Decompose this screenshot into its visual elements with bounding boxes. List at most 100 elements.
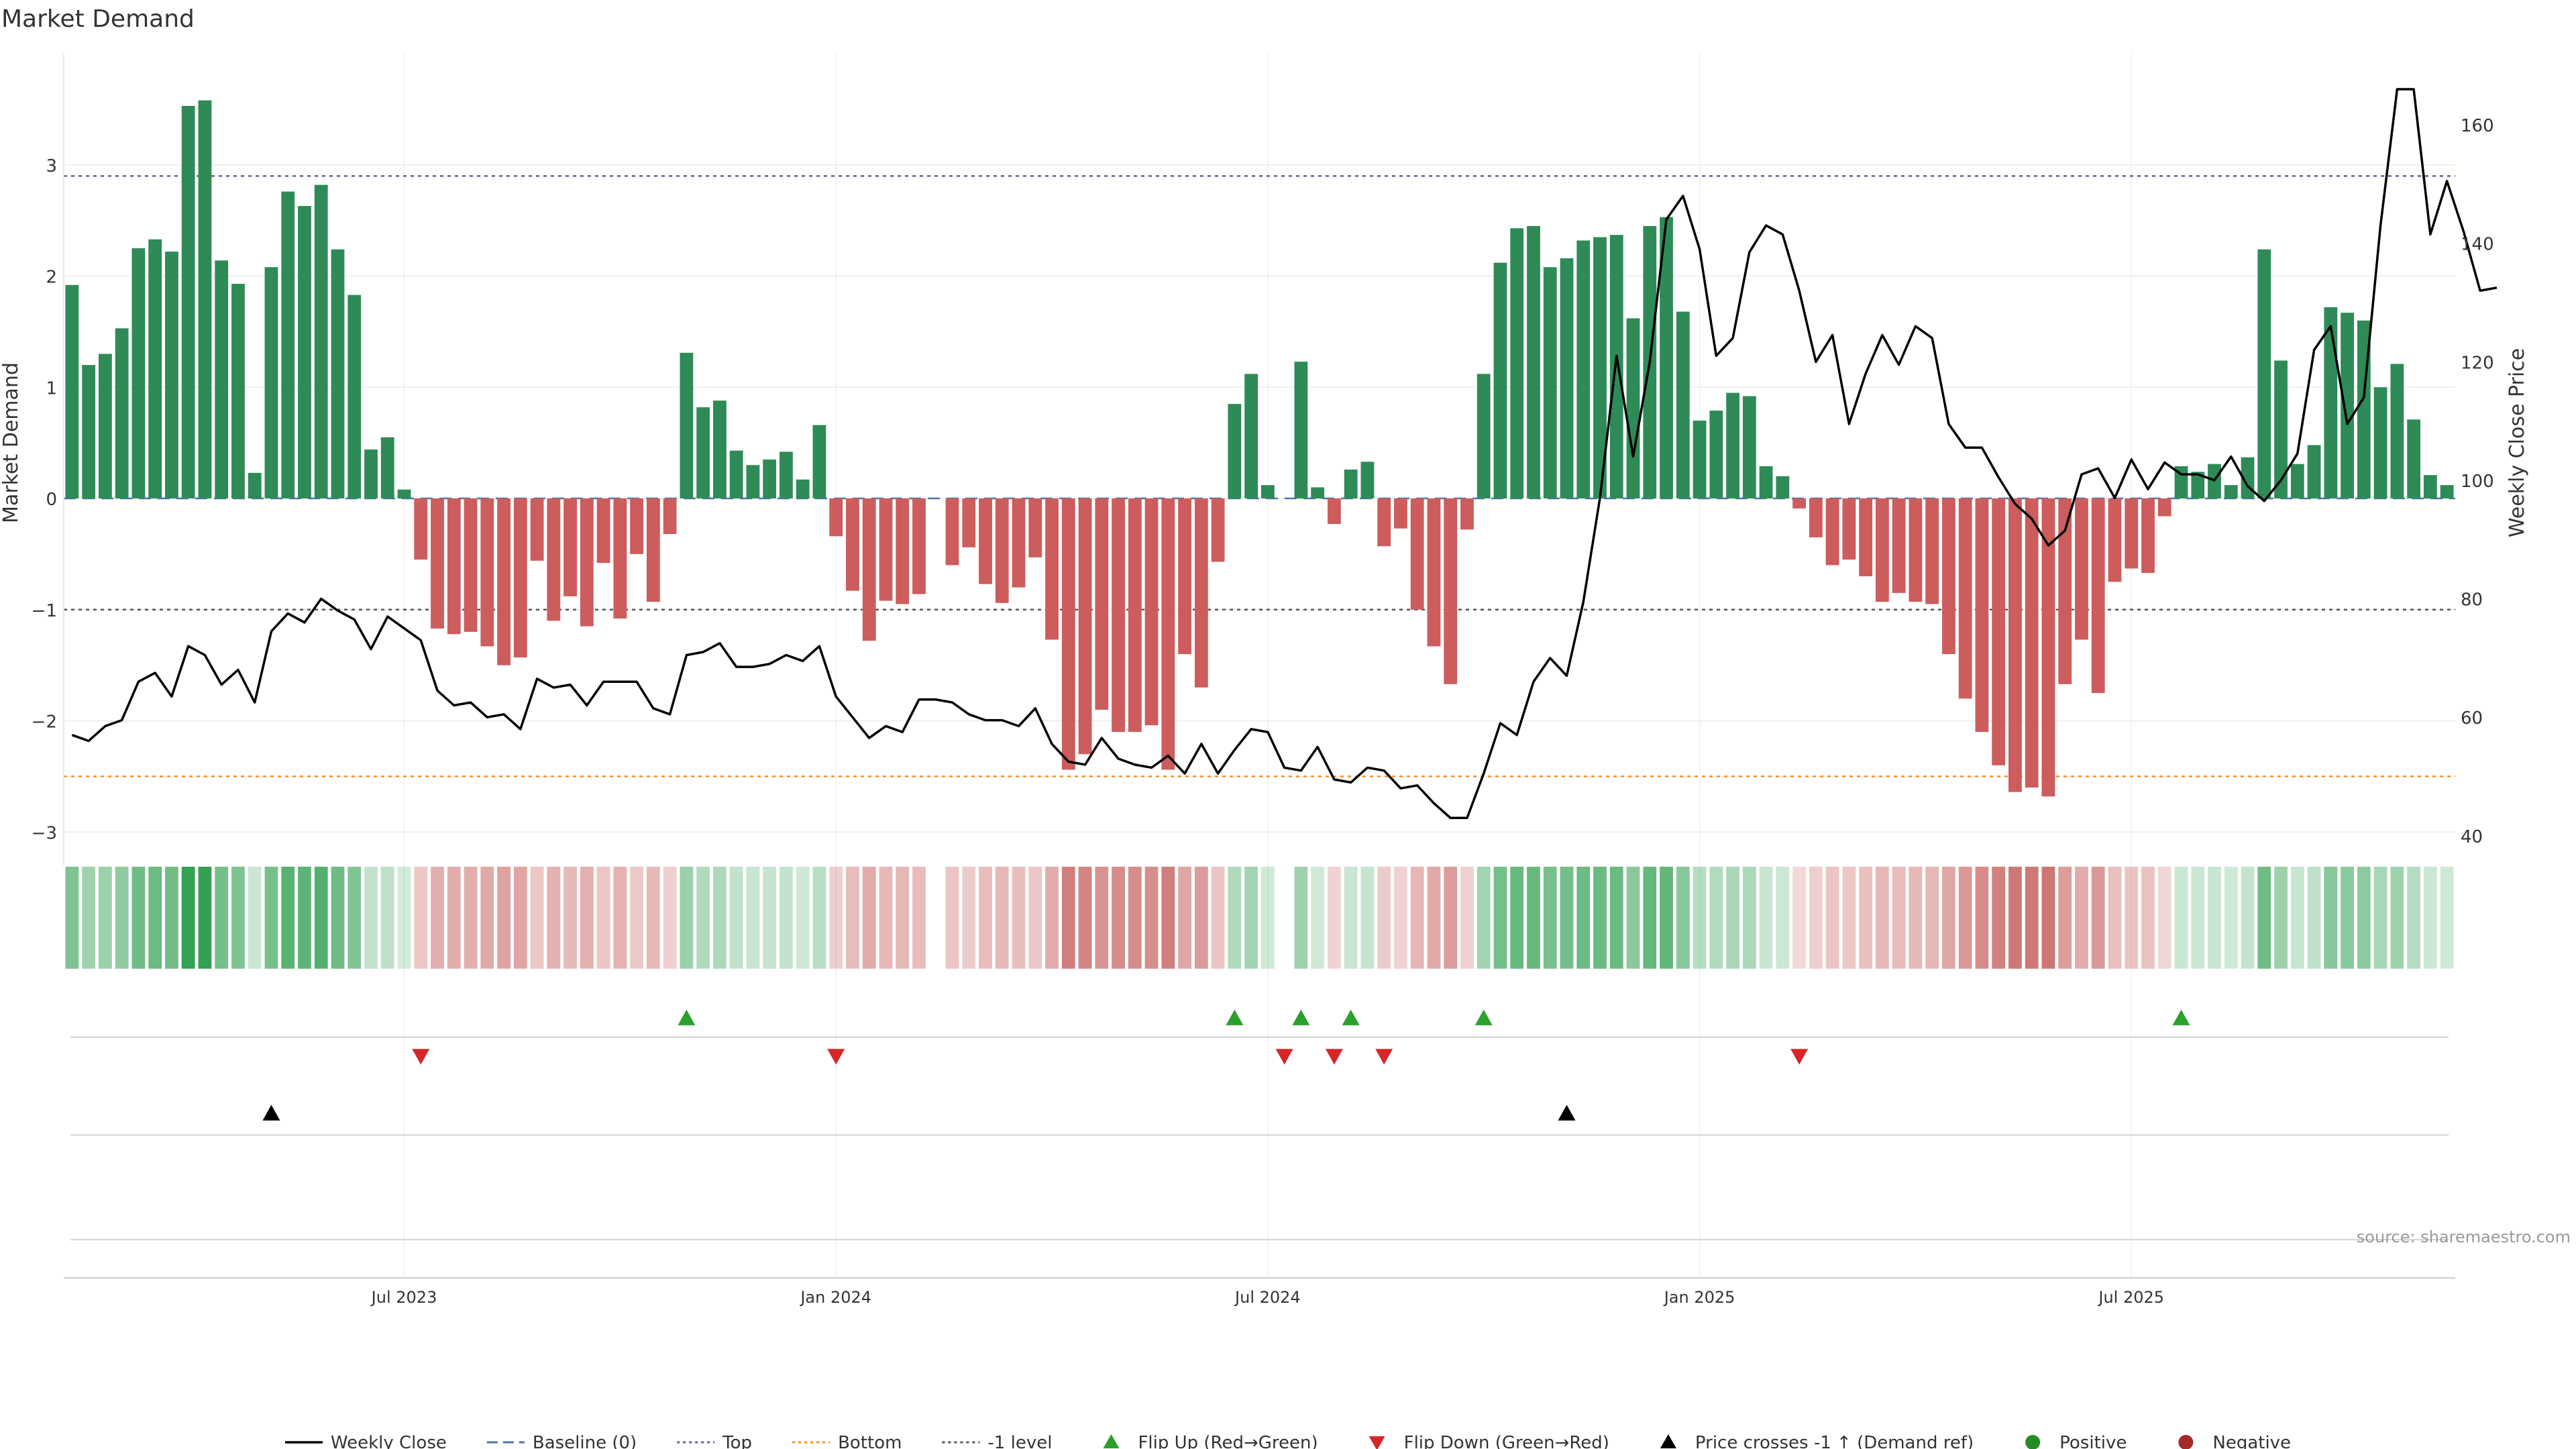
- demand-bar: [2141, 498, 2155, 574]
- y-left-tick-label: −3: [32, 823, 57, 843]
- demand-strip-cell: [431, 867, 444, 969]
- demand-bar: [1128, 498, 1142, 733]
- demand-strip-cell: [829, 867, 843, 969]
- demand-bar: [945, 498, 959, 566]
- flip-down-marker: [1375, 1049, 1393, 1065]
- demand-strip-cell: [1410, 867, 1424, 969]
- demand-bar: [1078, 498, 1092, 755]
- demand-bar: [680, 352, 694, 499]
- flip-up-marker: [1342, 1010, 1360, 1026]
- legend-item: Price crosses -1 ↑ (Demand ref): [1660, 1433, 1974, 1449]
- demand-bar: [2058, 498, 2072, 684]
- demand-bar: [2423, 475, 2437, 499]
- demand-strip-cell: [2440, 867, 2454, 969]
- demand-strip-cell: [846, 867, 859, 969]
- demand-strip-cell: [1128, 867, 1142, 969]
- legend-item: Negative: [2178, 1433, 2291, 1449]
- demand-strip-cell: [2125, 867, 2139, 969]
- legend-triangle-down-icon: [1368, 1436, 1385, 1449]
- demand-bar: [1194, 498, 1208, 688]
- x-tick-label: Jul 2023: [370, 1288, 437, 1307]
- demand-strip-cell: [1593, 867, 1607, 969]
- demand-strip-cell: [564, 867, 577, 969]
- demand-strip-cell: [215, 867, 229, 969]
- legend-circle-icon: [2025, 1435, 2041, 1449]
- y-left-tick-label: 0: [46, 490, 57, 510]
- demand-bar: [165, 252, 178, 499]
- legend-label: -1 level: [987, 1433, 1052, 1449]
- demand-bar: [1311, 487, 1325, 499]
- demand-bar: [2125, 498, 2139, 569]
- demand-bar: [1510, 228, 1524, 499]
- flip-down-marker: [827, 1049, 845, 1065]
- demand-bar: [1161, 498, 1175, 770]
- demand-strip-cell: [82, 867, 96, 969]
- demand-bar: [2157, 498, 2171, 517]
- demand-strip-cell: [1377, 867, 1391, 969]
- demand-bar: [564, 498, 577, 596]
- demand-strip-cell: [198, 867, 212, 969]
- x-tick-label: Jan 2025: [1663, 1288, 1735, 1307]
- demand-bar: [1958, 498, 1972, 699]
- demand-bar: [2224, 485, 2238, 499]
- flip-down-marker: [1275, 1049, 1293, 1065]
- demand-strip-cell: [1061, 867, 1075, 969]
- demand-strip-cell: [1676, 867, 1690, 969]
- demand-bar: [65, 284, 79, 499]
- demand-bar: [1394, 498, 1407, 529]
- demand-bar: [912, 498, 926, 594]
- demand-strip-cell: [1161, 867, 1175, 969]
- axes: 3 2 1 0 −1 −2 −3 160 140 120 100 80 60 40 Jul 2023 Jan …: [32, 54, 2494, 1307]
- demand-bar: [148, 239, 162, 499]
- demand-bar: [480, 498, 494, 647]
- demand-bar: [1444, 498, 1458, 684]
- demand-bar: [1676, 311, 1690, 499]
- legend-label: Price crosses -1 ↑ (Demand ref): [1695, 1433, 1974, 1449]
- demand-bar: [497, 498, 511, 665]
- legend-label: Flip Down (Green→Red): [1404, 1433, 1609, 1449]
- y-right-tick-label: 40: [2461, 827, 2483, 847]
- weekly-close-polyline: [71, 88, 2498, 820]
- legend-label: Positive: [2059, 1433, 2127, 1449]
- x-tick-label: Jul 2024: [1234, 1288, 1301, 1307]
- demand-bar: [2041, 498, 2055, 797]
- demand-strip-cell: [1078, 867, 1092, 969]
- demand-bar: [464, 498, 478, 632]
- y-left-tick-label: −2: [32, 712, 57, 733]
- demand-bar: [2257, 249, 2271, 499]
- demand-strip-cell: [1958, 867, 1972, 969]
- demand-bar: [2191, 472, 2205, 499]
- demand-strip-cell: [2390, 867, 2404, 969]
- demand-strip-cell: [796, 867, 810, 969]
- demand-strip-cell: [2224, 867, 2238, 969]
- demand-strip-cell: [2041, 867, 2055, 969]
- legend-item: Top: [677, 1433, 752, 1449]
- demand-bar: [98, 354, 112, 499]
- demand-strip-cell: [397, 867, 411, 969]
- demand-strip-cell: [1660, 867, 1673, 969]
- demand-strip-cell: [862, 867, 876, 969]
- demand-strip-cell: [65, 867, 79, 969]
- demand-strip-cell: [646, 867, 660, 969]
- demand-strip-cell: [696, 867, 710, 969]
- legend-label: Bottom: [838, 1433, 902, 1449]
- demand-strip-cell: [1909, 867, 1923, 969]
- demand-bar: [829, 498, 843, 537]
- y-left-tick-label: 3: [46, 156, 57, 176]
- demand-strip-cell: [712, 867, 727, 969]
- demand-strip-cell: [2075, 867, 2088, 969]
- demand-bar: [115, 328, 129, 499]
- demand-strip-cell: [464, 867, 478, 969]
- signal-markers: [70, 1010, 2449, 1240]
- demand-strip-cell: [1493, 867, 1507, 969]
- demand-bar: [1660, 217, 1673, 499]
- demand-strip-cell: [1825, 867, 1839, 969]
- demand-bar: [1992, 498, 2006, 765]
- demand-strip-cell: [2208, 867, 2221, 969]
- demand-strip-cell: [115, 867, 129, 969]
- demand-strip-cell: [1012, 867, 1026, 969]
- demand-bar: [1328, 498, 1341, 525]
- demand-strip-cell: [530, 867, 544, 969]
- demand-strip-cell: [2341, 867, 2354, 969]
- demand-strip-cell: [746, 867, 760, 969]
